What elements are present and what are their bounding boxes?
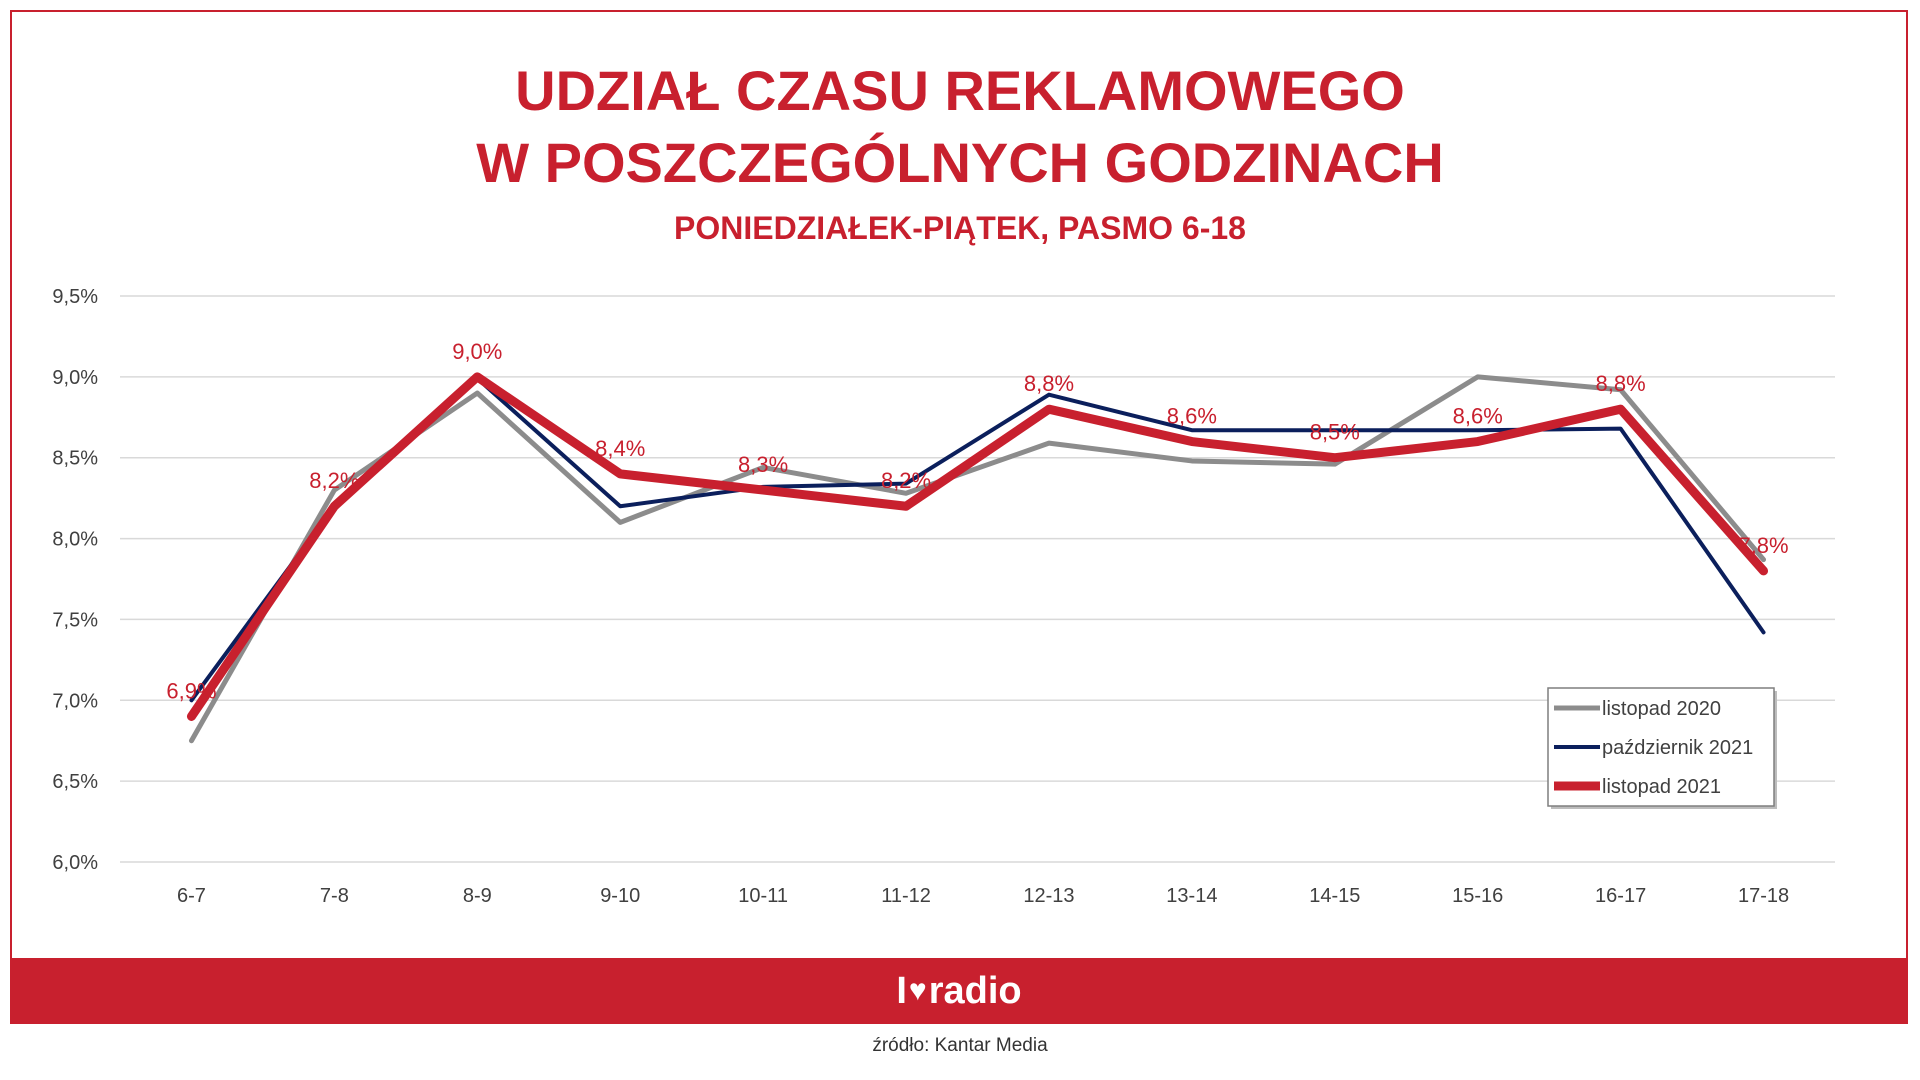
x-tick-label: 11-12 (881, 885, 931, 907)
y-tick-label: 8,5% (52, 448, 98, 470)
title-line-1: UDZIAŁ CZASU REKLAMOWEGO (515, 59, 1405, 122)
x-tick-label: 10-11 (738, 885, 788, 907)
x-tick-label: 12-13 (1023, 885, 1074, 907)
data-label: 6,9% (166, 678, 216, 703)
legend-label: listopad 2021 (1602, 776, 1721, 798)
chart-subtitle: PONIEDZIAŁEK-PIĄTEK, PASMO 6-18 (674, 210, 1246, 246)
y-tick-label: 7,0% (52, 690, 98, 712)
y-tick-label: 8,0% (52, 529, 98, 551)
data-label: 8,4% (595, 436, 645, 461)
data-label: 8,3% (738, 452, 788, 477)
data-label: 8,2% (881, 468, 931, 493)
data-label: 8,5% (1310, 420, 1360, 445)
y-tick-label: 6,0% (52, 852, 98, 874)
x-tick-label: 7-8 (320, 885, 349, 907)
data-label: 7,8% (1738, 533, 1788, 558)
y-tick-label: 6,5% (52, 771, 98, 793)
x-tick-label: 6-7 (177, 885, 206, 907)
line-chart: 6,0% 6,5% 7,0% 7,5% 8,0% 8,5% 9,0% 9,5% 6-7 7-8 8-… (52, 286, 1835, 907)
logo-letter: I (896, 969, 907, 1012)
x-tick-label: 13-14 (1166, 885, 1217, 907)
source-note: źródło: Kantar Media (872, 1035, 1048, 1056)
y-tick-label: 7,5% (52, 609, 98, 631)
x-tick-label: 8-9 (463, 885, 492, 907)
chart-title: UDZIAŁ CZASU REKLAMOWEGO W POSZCZEGÓLNYC… (0, 55, 1920, 199)
x-tick-label: 17-18 (1738, 885, 1789, 907)
x-tick-label: 14-15 (1309, 885, 1360, 907)
series-line (186, 372, 1769, 721)
data-label: 8,2% (309, 468, 359, 493)
footer-bar: I ♥ radio (10, 958, 1908, 1024)
legend-label: październik 2021 (1602, 737, 1753, 759)
x-tick-label: 16-17 (1595, 885, 1646, 907)
y-tick-label: 9,5% (52, 286, 98, 308)
x-tick-label: 9-10 (600, 885, 640, 907)
data-label: 8,8% (1596, 371, 1646, 396)
data-label: 8,8% (1024, 371, 1074, 396)
x-tick-label: 15-16 (1452, 885, 1503, 907)
logo-word: radio (928, 969, 1022, 1012)
legend-label: listopad 2020 (1602, 698, 1721, 720)
series-line (188, 374, 1767, 744)
data-label: 8,6% (1453, 404, 1503, 429)
iradio-logo: I ♥ radio (896, 970, 1021, 1013)
y-tick-label: 9,0% (52, 367, 98, 389)
data-label: 9,0% (452, 339, 502, 364)
data-label: 8,6% (1167, 404, 1217, 429)
title-line-2: W POSZCZEGÓLNYCH GODZINACH (476, 131, 1444, 194)
heart-icon: ♥ (908, 974, 927, 1007)
